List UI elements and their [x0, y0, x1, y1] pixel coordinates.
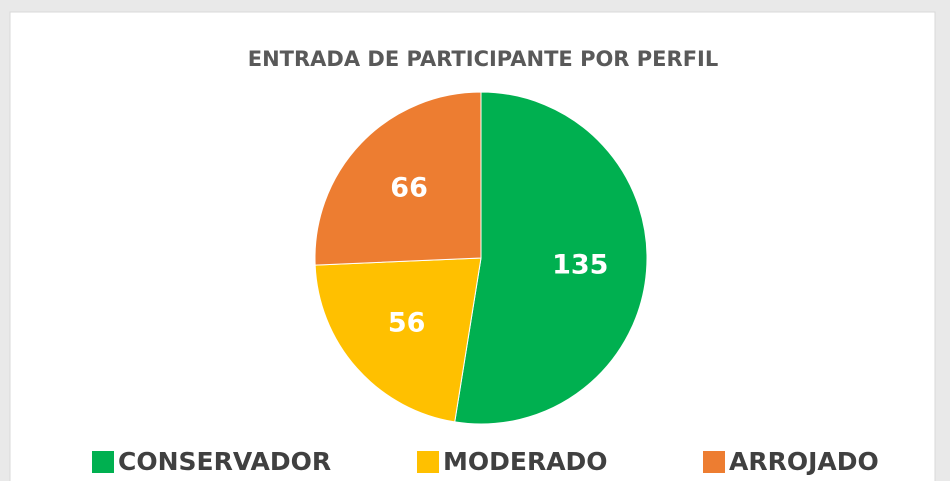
legend-label: ARROJADO [729, 447, 879, 476]
data-label: 56 [388, 308, 426, 339]
pie-slice [314, 257, 482, 423]
pie-slice [314, 91, 482, 266]
legend-label: MODERADO [443, 447, 608, 476]
pie-slice [454, 91, 648, 425]
legend-marker [703, 451, 725, 473]
data-label: 135 [552, 249, 608, 280]
legend-label: CONSERVADOR [118, 447, 331, 476]
legend-marker [417, 451, 439, 473]
legend-marker [92, 451, 114, 473]
data-label: 66 [390, 173, 428, 204]
chart-title: ENTRADA DE PARTICIPANTE POR PERFIL [248, 47, 719, 71]
